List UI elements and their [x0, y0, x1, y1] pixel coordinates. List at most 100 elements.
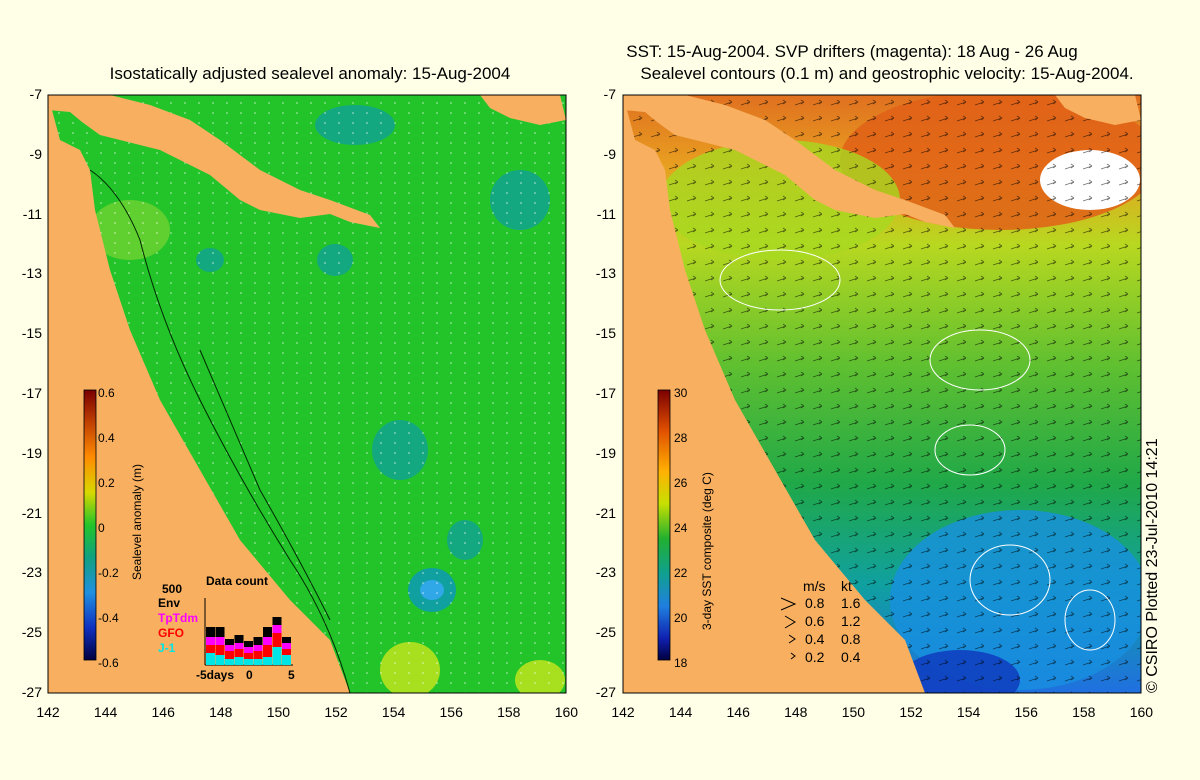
lon-tick-label: 160 — [554, 704, 579, 720]
right-panel-title-line2: Sealevel contours (0.1 m) and geostrophi… — [640, 64, 1134, 83]
right-panel-title-line1: SST: 15-Aug-2004. SVP drifters (magenta)… — [626, 42, 1078, 61]
lon-tick-label: 144 — [668, 704, 693, 720]
lon-tick-label: 156 — [439, 704, 463, 720]
sla-colorbar-tick: 0 — [98, 521, 105, 535]
sealevel-contour — [934, 424, 1006, 476]
lon-tick-label: 154 — [956, 704, 981, 720]
lat-tick-label: -13 — [595, 265, 616, 282]
left-panel-title: Isostatically adjusted sealevel anomaly:… — [109, 64, 511, 83]
sla-colorbar-tick: 0.6 — [98, 386, 115, 400]
inset-bar-segment — [272, 633, 282, 647]
lon-tick-label: 144 — [93, 704, 118, 720]
lon-tick-label: 156 — [1014, 704, 1038, 720]
inset-bar-segment — [244, 659, 253, 665]
speed-legend-kt: 1.2 — [841, 613, 861, 629]
australia-land — [623, 95, 925, 693]
lon-tick-label: 160 — [1129, 704, 1154, 720]
lat-tick-label: -11 — [596, 205, 616, 222]
inset-title: Data count — [206, 574, 269, 588]
lon-tick-label: 158 — [1072, 704, 1096, 720]
copyright-notice: © CSIRO Plotted 23-Jul-2010 14:21 — [1144, 438, 1161, 693]
inset-bar-segment — [206, 637, 215, 645]
sla-colorbar-tick: -0.4 — [98, 611, 119, 625]
lat-tick-label: -25 — [21, 624, 42, 641]
lon-tick-label: 142 — [36, 704, 60, 720]
sla-colorbar-tick: -0.6 — [98, 656, 119, 670]
right-map-frame — [622, 94, 1142, 694]
inset-mission-label: TpTdm — [158, 611, 198, 625]
inset-bar-segment — [244, 647, 253, 653]
inset-xlabel-right: 5 — [288, 668, 295, 682]
lat-tick-label: -19 — [21, 444, 42, 461]
inset-bar-segment — [263, 657, 272, 665]
inset-bar-segment — [272, 617, 282, 625]
lat-tick-label: -7 — [29, 86, 42, 102]
inset-bar-segment — [244, 653, 253, 659]
left-map-frame — [47, 94, 567, 694]
sla-colorbar-tick: 0.2 — [98, 476, 115, 490]
lat-tick-label: -15 — [595, 325, 616, 342]
inset-bar-segment — [234, 657, 244, 665]
lon-tick-label: 146 — [151, 704, 175, 720]
lon-tick-label: 150 — [841, 704, 866, 720]
lat-tick-label: -11 — [22, 205, 42, 222]
inset-bar-segment — [244, 641, 253, 647]
lat-tick-label: -27 — [21, 684, 42, 700]
inset-bar-segment — [215, 645, 225, 655]
lon-tick-label: 146 — [726, 704, 750, 720]
arrow-0.2-icon — [790, 652, 796, 660]
inset-bar-segment — [263, 637, 272, 645]
sst-colorbar-tick: 30 — [674, 386, 688, 400]
lat-tick-label: -23 — [595, 564, 616, 581]
lon-tick-label: 152 — [899, 704, 923, 720]
inset-bar-segment — [234, 643, 244, 649]
inset-bar-segment — [215, 655, 225, 665]
inset-bar-segment — [225, 639, 234, 645]
sla-colorbar — [83, 389, 97, 661]
data-count-inset — [204, 598, 293, 666]
inset-bar-segment — [234, 635, 244, 643]
inset-bar-segment — [272, 647, 282, 665]
lat-tick-label: -17 — [595, 385, 616, 401]
inset-bar-segment — [263, 645, 272, 657]
sla-colorbar-label: Sealevel anomaly (m) — [130, 463, 144, 580]
lon-tick-label: 148 — [209, 704, 233, 720]
speed-legend-header-kt: kt — [841, 578, 852, 594]
inset-bar-segment — [253, 659, 263, 665]
arrow-0.6-icon — [784, 615, 796, 629]
inset-bar-segment — [206, 645, 215, 653]
inset-bar-segment — [282, 637, 291, 643]
solomon-land — [480, 95, 566, 125]
lat-tick-label: -27 — [595, 684, 616, 700]
inset-bar-segment — [206, 653, 215, 665]
lat-tick-label: -9 — [603, 145, 616, 162]
sst-map — [623, 95, 1141, 693]
inset-bar-segment — [225, 651, 234, 659]
inset-mission-label: J-1 — [158, 641, 176, 655]
lat-tick-label: -17 — [21, 385, 42, 401]
sst-colorbar-tick: 18 — [674, 656, 688, 670]
inset-bar-segment — [263, 627, 272, 637]
arrow-0.4-icon — [788, 634, 796, 644]
speed-legend-ms: 0.8 — [805, 595, 825, 611]
lat-tick-label: -21 — [595, 504, 616, 521]
sla-colorbar-tick: 0.4 — [98, 431, 115, 445]
inset-bar-segment — [215, 627, 225, 637]
inset-bar-segment — [253, 651, 263, 659]
inset-bar-segment — [225, 645, 234, 651]
sealevel-contour — [719, 249, 841, 311]
solomon-land — [1055, 95, 1141, 125]
lon-tick-label: 154 — [381, 704, 406, 720]
sla-map — [48, 95, 566, 693]
lat-tick-label: -25 — [595, 624, 616, 641]
lat-tick-label: -7 — [603, 86, 616, 102]
sealevel-contour — [929, 329, 1031, 391]
speed-legend-kt: 0.8 — [841, 631, 861, 647]
inset-bar-segment — [215, 637, 225, 645]
speed-legend-arrows — [780, 597, 797, 660]
lat-tick-label: -23 — [21, 564, 42, 581]
sst-colorbar-label: 3-day SST composite (deg C) — [700, 472, 714, 630]
inset-bar-segment — [225, 659, 234, 665]
lat-tick-label: -13 — [21, 265, 42, 282]
